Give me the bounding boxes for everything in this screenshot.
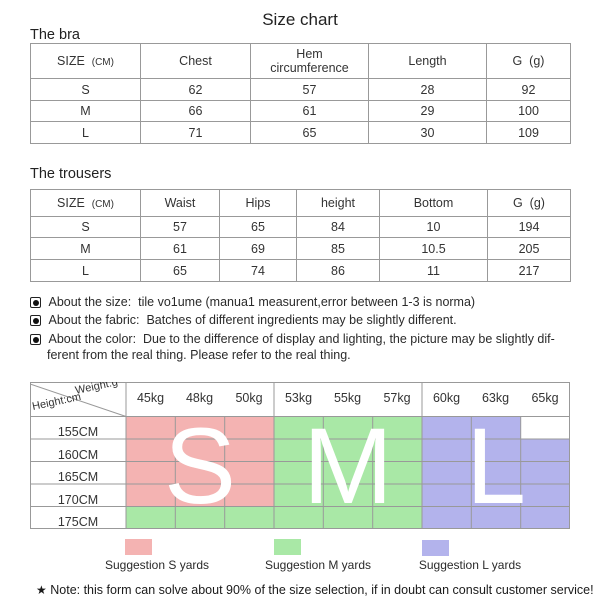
svg-text:Height:cm: Height:cm: [31, 391, 82, 413]
svg-text:S: S: [164, 405, 236, 526]
svg-text:L: L: [466, 405, 526, 526]
svg-text:Weight:g: Weight:g: [74, 382, 119, 397]
svg-text:M: M: [303, 405, 393, 526]
